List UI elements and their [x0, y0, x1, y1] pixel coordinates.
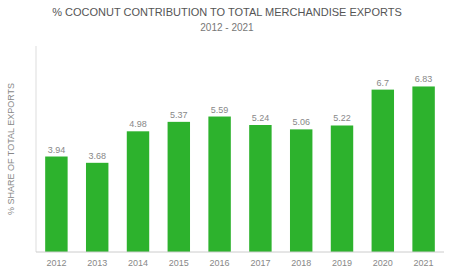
data-label: 5.06: [292, 117, 310, 127]
bar: [249, 125, 271, 252]
data-label: 6.7: [377, 78, 390, 88]
bar: [331, 125, 353, 252]
data-label: 5.59: [211, 105, 229, 115]
bars: [45, 86, 435, 252]
x-tick-label: 2020: [373, 258, 393, 268]
subtitle: 2012 - 2021: [200, 22, 254, 33]
x-tick-label: 2021: [414, 258, 434, 268]
x-tick-label: 2015: [169, 258, 189, 268]
data-label: 5.37: [170, 110, 188, 120]
x-axis-line: [36, 252, 444, 253]
x-tick-label: 2019: [332, 258, 352, 268]
bar: [412, 86, 434, 252]
data-label: 4.98: [129, 119, 147, 129]
bar: [86, 163, 108, 252]
y-axis-line: [36, 46, 37, 252]
data-label: 6.83: [415, 74, 433, 84]
bar: [290, 129, 312, 252]
y-axis-label: % SHARE OF TOTAL EXPORTS: [6, 83, 16, 215]
bar: [208, 117, 230, 252]
data-label: 3.94: [48, 145, 66, 155]
background: [0, 0, 454, 276]
x-tick-label: 2012: [46, 258, 66, 268]
x-tick-label: 2018: [291, 258, 311, 268]
bar: [168, 122, 190, 252]
title: % COCONUT CONTRIBUTION TO TOTAL MERCHAND…: [52, 6, 402, 18]
bar: [45, 157, 67, 252]
x-tick-label: 2014: [128, 258, 148, 268]
x-tick-label: 2016: [210, 258, 230, 268]
x-tick-label: 2013: [87, 258, 107, 268]
bar: [372, 90, 394, 252]
data-label: 5.24: [252, 113, 270, 123]
data-label: 3.68: [88, 151, 106, 161]
data-label: 5.22: [333, 113, 351, 123]
x-tick-label: 2017: [250, 258, 270, 268]
bar: [127, 131, 149, 252]
chart: % COCONUT CONTRIBUTION TO TOTAL MERCHAND…: [0, 0, 454, 276]
